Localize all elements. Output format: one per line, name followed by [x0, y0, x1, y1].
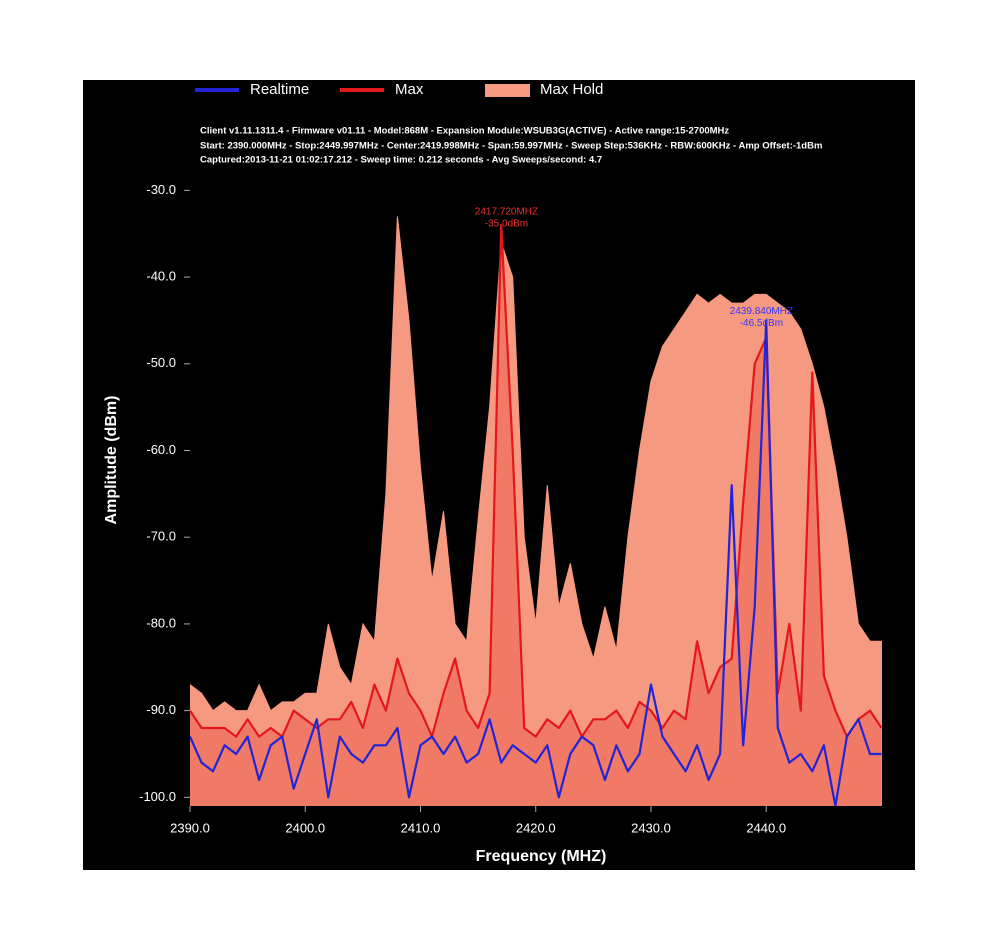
- x-tick-label: 2420.0: [516, 820, 556, 835]
- x-tick-label: 2400.0: [285, 820, 325, 835]
- y-tick-label: -90.0: [146, 702, 176, 717]
- legend-label: Max: [395, 81, 424, 98]
- y-tick-label: -40.0: [146, 269, 176, 284]
- legend-swatch: [485, 84, 530, 97]
- y-tick-label: -80.0: [146, 615, 176, 630]
- x-tick-label: 2440.0: [746, 820, 786, 835]
- annotation: -46.5dBm: [740, 318, 783, 329]
- y-tick-label: -70.0: [146, 529, 176, 544]
- y-tick-label: -100.0: [139, 789, 176, 804]
- info-line: Start: 2390.000MHz - Stop:2449.997MHz - …: [200, 141, 822, 152]
- y-tick-label: -60.0: [146, 442, 176, 457]
- line: [190, 319, 882, 806]
- info-line: Captured:2013-11-21 01:02:17.212 - Sweep…: [200, 155, 602, 166]
- plot-area: [190, 216, 883, 806]
- y-tick-label: -50.0: [146, 355, 176, 370]
- info-line: Client v1.11.1311.4 - Firmware v01.11 - …: [200, 126, 729, 137]
- x-tick-label: 2430.0: [631, 820, 671, 835]
- area: [190, 216, 882, 806]
- x-axis-title: Frequency (MHZ): [476, 848, 607, 865]
- x-tick-label: 2390.0: [170, 820, 210, 835]
- annotation: -35.0dBm: [485, 218, 528, 229]
- x-tick-label: 2410.0: [401, 820, 441, 835]
- annotation: 2439.840MHZ: [730, 306, 793, 317]
- legend-label: Realtime: [250, 81, 309, 98]
- y-axis-title: Amplitude (dBm): [103, 396, 120, 525]
- annotation: 2417.720MHZ: [475, 206, 538, 217]
- y-tick-label: -30.0: [146, 182, 176, 197]
- legend-label: Max Hold: [540, 81, 603, 98]
